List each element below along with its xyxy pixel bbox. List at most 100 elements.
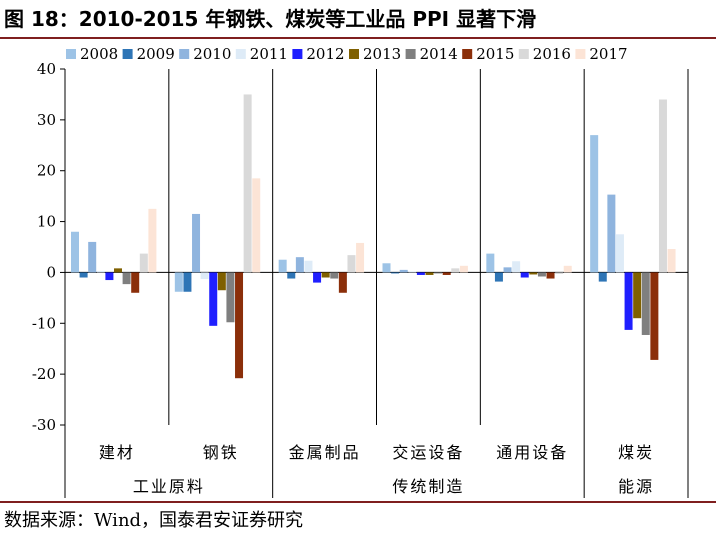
legend-label-2009: 2009 <box>137 45 175 63</box>
bar-建材-2015 <box>131 272 140 293</box>
title-rule <box>0 37 716 39</box>
y-tick-label: -10 <box>32 314 56 332</box>
bar-金属制品-2017 <box>356 242 365 273</box>
bar-交运设备-2016 <box>451 268 460 273</box>
bar-钢铁-2008 <box>174 272 183 292</box>
bar-金属制品-2008 <box>278 259 287 273</box>
bar-煤炭-2011 <box>615 234 624 273</box>
bar-交运设备-2009 <box>391 272 400 274</box>
bar-金属制品-2016 <box>347 255 356 273</box>
bar-钢铁-2010 <box>192 213 201 273</box>
bar-建材-2010 <box>88 241 97 273</box>
source-rule <box>0 501 716 503</box>
legend-swatch-2012 <box>292 49 303 59</box>
figure-title: 图 18：2010-2015 年钢铁、煤炭等工业品 PPI 显著下滑 <box>4 7 537 31</box>
y-tick-label: 10 <box>37 213 56 231</box>
category-label: 煤炭 <box>618 443 654 462</box>
bar-煤炭-2013 <box>633 272 642 319</box>
bar-金属制品-2015 <box>338 272 347 293</box>
bar-金属制品-2011 <box>304 260 313 273</box>
bar-煤炭-2010 <box>607 194 616 273</box>
legend-swatch-2010 <box>179 49 190 59</box>
bar-交运设备-2010 <box>399 269 408 273</box>
group-label: 传统制造 <box>392 477 464 496</box>
legend-swatch-2011 <box>235 49 246 59</box>
legend-label-2011: 2011 <box>250 45 288 63</box>
chart-bars <box>71 94 676 379</box>
bar-通用设备-2017 <box>563 265 572 273</box>
bar-通用设备-2014 <box>537 272 546 277</box>
bar-钢铁-2013 <box>217 272 226 291</box>
legend-swatch-2009 <box>122 49 133 59</box>
bar-煤炭-2012 <box>624 272 633 330</box>
bar-建材-2014 <box>122 272 131 285</box>
y-tick-label: 20 <box>37 162 56 180</box>
bar-建材-2011 <box>96 270 105 273</box>
bar-钢铁-2012 <box>209 272 218 326</box>
bar-通用设备-2012 <box>520 272 529 278</box>
y-tick-label: -30 <box>32 416 56 434</box>
legend-swatch-2016 <box>518 49 529 59</box>
category-label: 通用设备 <box>496 443 568 462</box>
bar-金属制品-2009 <box>287 272 296 279</box>
chart-legend: 2008 2009 2010 2011 2012 2013 2014 2015 2016 2017 <box>66 45 628 63</box>
category-label: 交运设备 <box>392 443 464 462</box>
bar-建材-2016 <box>139 253 148 273</box>
bar-钢铁-2017 <box>252 178 261 273</box>
bar-通用设备-2015 <box>546 272 555 279</box>
bar-煤炭-2014 <box>641 272 650 335</box>
bar-交运设备-2015 <box>442 272 451 275</box>
bar-金属制品-2013 <box>321 272 330 278</box>
bar-通用设备-2010 <box>503 267 512 273</box>
bar-交运设备-2014 <box>434 272 443 274</box>
bar-建材-2013 <box>114 268 122 273</box>
bar-通用设备-2008 <box>486 253 495 273</box>
bar-煤炭-2016 <box>658 99 667 273</box>
legend-swatch-2008 <box>66 49 76 59</box>
legend-swatch-2014 <box>405 49 416 59</box>
legend-label-2014: 2014 <box>420 45 458 63</box>
ppi-bar-chart: 2008 2009 2010 2011 2012 2013 2014 2015 2016 2017… <box>32 45 689 498</box>
group-label: 能源 <box>618 477 654 496</box>
bar-建材-2017 <box>148 208 157 273</box>
bar-交运设备-2012 <box>416 272 425 275</box>
bar-通用设备-2013 <box>529 272 538 275</box>
legend-label-2017: 2017 <box>589 45 627 63</box>
bar-建材-2008 <box>71 231 79 273</box>
group-label: 工业原料 <box>133 477 205 496</box>
bar-建材-2009 <box>79 272 88 278</box>
chart-axes: -30 -20 -10 0 10 20 30 40 <box>32 60 689 498</box>
legend-label-2008: 2008 <box>80 45 118 63</box>
bar-金属制品-2010 <box>295 257 304 273</box>
bar-钢铁-2015 <box>235 272 244 379</box>
bar-钢铁-2014 <box>226 272 235 323</box>
bar-钢铁-2009 <box>183 272 192 292</box>
bar-通用设备-2016 <box>555 272 564 274</box>
category-label: 建材 <box>99 443 135 462</box>
legend-label-2013: 2013 <box>363 45 401 63</box>
category-label: 钢铁 <box>203 443 239 462</box>
y-tick-label: 30 <box>37 111 56 129</box>
bar-通用设备-2011 <box>512 261 521 273</box>
bar-煤炭-2008 <box>590 135 599 273</box>
category-label: 金属制品 <box>289 443 361 462</box>
bar-交运设备-2008 <box>382 263 391 273</box>
bar-交运设备-2013 <box>425 272 434 275</box>
figure-source: 数据来源：Wind，国泰君安证券研究 <box>4 510 304 531</box>
y-tick-label: 40 <box>37 60 56 78</box>
y-tick-label: 0 <box>46 263 56 281</box>
legend-swatch-2013 <box>349 49 359 59</box>
y-tick-label: -20 <box>32 365 56 383</box>
legend-label-2012: 2012 <box>306 45 344 63</box>
legend-swatch-2017 <box>575 49 586 59</box>
bar-通用设备-2009 <box>494 272 503 282</box>
bar-交运设备-2011 <box>408 271 417 273</box>
bar-建材-2012 <box>105 272 114 281</box>
bar-钢铁-2016 <box>243 94 252 273</box>
bar-金属制品-2012 <box>313 272 322 283</box>
bar-煤炭-2015 <box>650 272 659 360</box>
bar-交运设备-2017 <box>459 265 468 273</box>
bar-金属制品-2014 <box>330 272 339 279</box>
legend-label-2010: 2010 <box>193 45 231 63</box>
